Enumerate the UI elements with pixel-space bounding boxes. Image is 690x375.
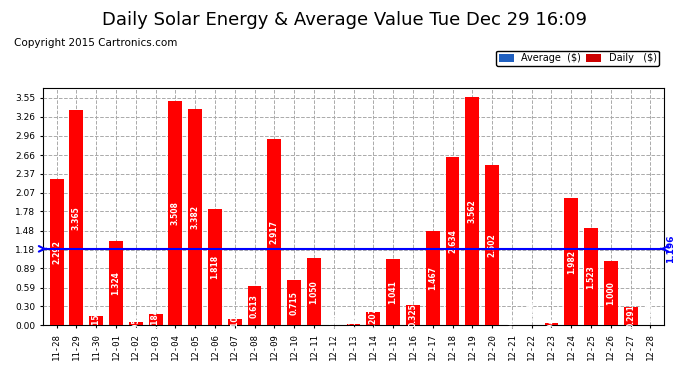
Text: 0.000: 0.000 [646, 298, 655, 322]
Text: Copyright 2015 Cartronics.com: Copyright 2015 Cartronics.com [14, 38, 177, 48]
Text: 0.041: 0.041 [547, 312, 556, 336]
Bar [406, 304, 420, 326]
Text: 0.010: 0.010 [329, 313, 338, 337]
Text: 0.325: 0.325 [408, 303, 417, 327]
Text: 0.184: 0.184 [151, 308, 160, 332]
Text: 1.467: 1.467 [428, 267, 437, 291]
Bar [228, 319, 242, 326]
Text: 0.009: 0.009 [507, 313, 516, 337]
Text: 3.365: 3.365 [72, 206, 81, 230]
Bar [426, 231, 440, 326]
Text: 0.207: 0.207 [369, 307, 378, 331]
Bar [465, 97, 480, 326]
Text: 3.562: 3.562 [468, 200, 477, 223]
Legend: Average  ($), Daily   ($): Average ($), Daily ($) [496, 51, 660, 66]
Bar [148, 314, 163, 326]
Text: 1.818: 1.818 [210, 255, 219, 279]
Bar [248, 286, 262, 326]
Bar [208, 209, 222, 326]
Bar [268, 138, 282, 326]
Text: 0.052: 0.052 [131, 312, 140, 336]
Bar [544, 323, 558, 326]
Bar [89, 316, 103, 326]
Bar [584, 228, 598, 326]
Bar [564, 198, 578, 326]
Bar [50, 178, 63, 326]
Text: 1.050: 1.050 [309, 280, 319, 304]
Bar [168, 100, 182, 326]
Text: 2.502: 2.502 [488, 234, 497, 257]
Text: 1.000: 1.000 [607, 282, 615, 305]
Bar [346, 324, 360, 326]
Bar [505, 325, 519, 326]
Text: Daily Solar Energy & Average Value Tue Dec 29 16:09: Daily Solar Energy & Average Value Tue D… [103, 11, 587, 29]
Bar [366, 312, 380, 326]
Text: 3.508: 3.508 [171, 201, 180, 225]
Bar [70, 110, 83, 326]
Text: 2.292: 2.292 [52, 240, 61, 264]
Text: 3.382: 3.382 [190, 205, 199, 229]
Bar [129, 322, 143, 326]
Text: 2.917: 2.917 [270, 220, 279, 244]
Bar [287, 280, 301, 326]
Text: 1.982: 1.982 [566, 250, 575, 274]
Text: 0.154: 0.154 [92, 309, 101, 332]
Text: 1.523: 1.523 [586, 265, 595, 288]
Bar [386, 259, 400, 326]
Text: 0.613: 0.613 [250, 294, 259, 318]
Bar [624, 307, 638, 326]
Text: 1.196: 1.196 [667, 235, 676, 263]
Bar [485, 165, 499, 326]
Bar [188, 109, 202, 326]
Bar [446, 157, 460, 326]
Text: 0.291: 0.291 [626, 304, 635, 328]
Text: 0.000: 0.000 [527, 298, 536, 322]
Bar [109, 241, 123, 326]
Text: 1.041: 1.041 [388, 280, 397, 304]
Bar [327, 325, 341, 326]
Text: 0.105: 0.105 [230, 310, 239, 334]
Bar [604, 261, 618, 326]
Text: 2.634: 2.634 [448, 229, 457, 253]
Text: 0.018: 0.018 [349, 313, 358, 337]
Text: 0.715: 0.715 [290, 291, 299, 315]
Text: 1.324: 1.324 [112, 271, 121, 295]
Bar [307, 258, 321, 326]
